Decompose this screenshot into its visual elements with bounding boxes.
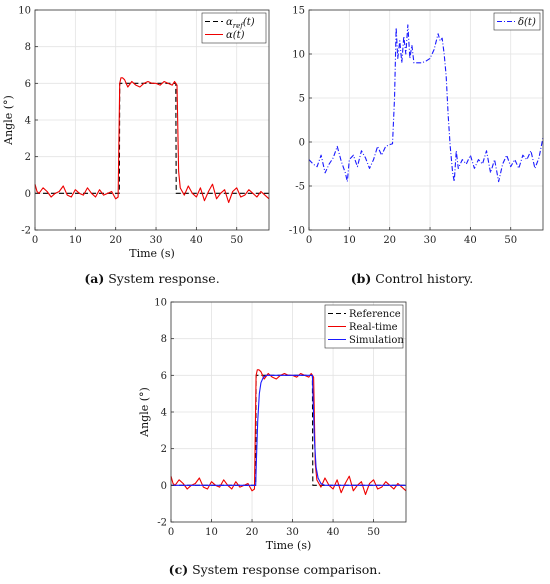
panel-c-legend: Reference Real-time Simulation (324, 304, 404, 349)
panel-b-y-tick-label: 15 (292, 6, 305, 17)
panel-b-y-tick-label: 5 (299, 94, 305, 105)
panel-a-y-tick-label: 4 (25, 116, 31, 127)
panel-b-y-tick-label: 10 (292, 50, 305, 61)
panel-c-legend-label-1: Reference (349, 309, 401, 320)
panel-b-y-tick-label: 0 (299, 138, 305, 149)
panel-a-y-tick-label: -2 (21, 226, 31, 237)
panel-a-x-tick-label: 40 (190, 235, 203, 246)
panel-c-x-tick-label: 30 (286, 527, 299, 538)
panel-b-caption: (b) Control history. (351, 271, 474, 286)
panel-a-x-tick-label: 50 (230, 235, 243, 246)
panel-c-series-2 (170, 369, 407, 496)
panel-c-legend-label-3: Simulation (349, 335, 404, 346)
panel-c-caption-text: System response comparison. (188, 562, 381, 577)
panel-a-y-axis-label: Angle (°) (2, 95, 15, 146)
panel-c-caption: (c) System response comparison. (169, 562, 382, 577)
panel-c-y-tick-label: 8 (161, 334, 167, 345)
panel-c-y-tick-label: 4 (161, 408, 167, 419)
panel-b: 0 10 20 30 40 50 -10 -5 0 5 10 15 δ(t) (b) Control h… (289, 6, 544, 286)
panel-c-y-tick-label: 0 (161, 481, 167, 492)
panel-c-y-tick-label: 6 (161, 371, 167, 382)
panel-a-legend-label-2: α(t) (226, 30, 245, 41)
panel-a-x-axis-label: Time (s) (129, 247, 175, 260)
panel-c-y-axis-label: Angle (°) (138, 387, 151, 438)
panel-c-x-tick-label: 10 (205, 527, 218, 538)
panel-a-caption-tag: (a) (84, 271, 104, 286)
panel-a-x-tick-label: 0 (32, 235, 38, 246)
panel-c-y-tick-label: -2 (157, 518, 167, 529)
panel-c-x-tick-label: 50 (367, 527, 380, 538)
panel-b-series-1 (308, 24, 544, 183)
panel-b-legend: δ(t) (493, 12, 541, 31)
panel-b-axes-box (308, 9, 544, 231)
panel-a-y-tick-label: 2 (25, 152, 31, 163)
panel-a-legend: αref(t)α(t) (201, 12, 267, 44)
panel-a-caption: (a) System response. (84, 271, 219, 286)
panel-b-x-tick-label: 50 (504, 235, 517, 246)
panel-b-x-tick-label: 10 (343, 235, 356, 246)
panel-c-caption-tag: (c) (169, 562, 188, 577)
panel-b-plot: 0 10 20 30 40 50 -10 -5 0 5 10 15 δ(t) (289, 6, 544, 246)
panel-a-x-tick-label: 10 (69, 235, 82, 246)
panel-b-y-tick-label: -5 (295, 182, 305, 193)
panel-c-x-tick-label: 20 (246, 527, 259, 538)
panel-c-x-tick-label: 40 (327, 527, 340, 538)
panel-b-plot-area (309, 10, 543, 230)
panel-a-series-2 (34, 77, 270, 204)
panel-b-caption-tag: (b) (351, 271, 372, 286)
panel-b-y-tick-label: -10 (289, 226, 305, 237)
panel-a-x-tick-label: 30 (150, 235, 163, 246)
panel-a-x-tick-label: 20 (109, 235, 122, 246)
panel-a-y-tick-label: 0 (25, 189, 31, 200)
panel-b-legend-label-1: δ(t) (518, 17, 536, 28)
panel-b-legend-box (493, 12, 541, 31)
panel-a-y-tick-label: 8 (25, 42, 31, 53)
panel-c-x-axis-label: Time (s) (266, 539, 312, 552)
panel-c-y-tick-label: 2 (161, 444, 167, 455)
panel-b-x-tick-label: 0 (306, 235, 312, 246)
panel-b-x-tick-label: 40 (464, 235, 477, 246)
panel-b-caption-text: Control history. (371, 271, 473, 286)
panel-a-caption-text: System response. (104, 271, 219, 286)
panel-a-legend-box (201, 12, 267, 44)
panel-a-y-tick-label: 10 (18, 6, 31, 17)
panel-c-legend-label-2: Real-time (349, 322, 398, 333)
panel-b-x-tick-label: 30 (424, 235, 437, 246)
panel-c-series-3 (171, 374, 406, 486)
panel-c-y-tick-label: 10 (154, 298, 167, 309)
panel-c-x-tick-label: 0 (168, 527, 174, 538)
panel-a-legend-label-1: αref(t) (226, 17, 255, 30)
panel-b-x-tick-label: 20 (383, 235, 396, 246)
panel-a-y-tick-label: 6 (25, 79, 31, 90)
